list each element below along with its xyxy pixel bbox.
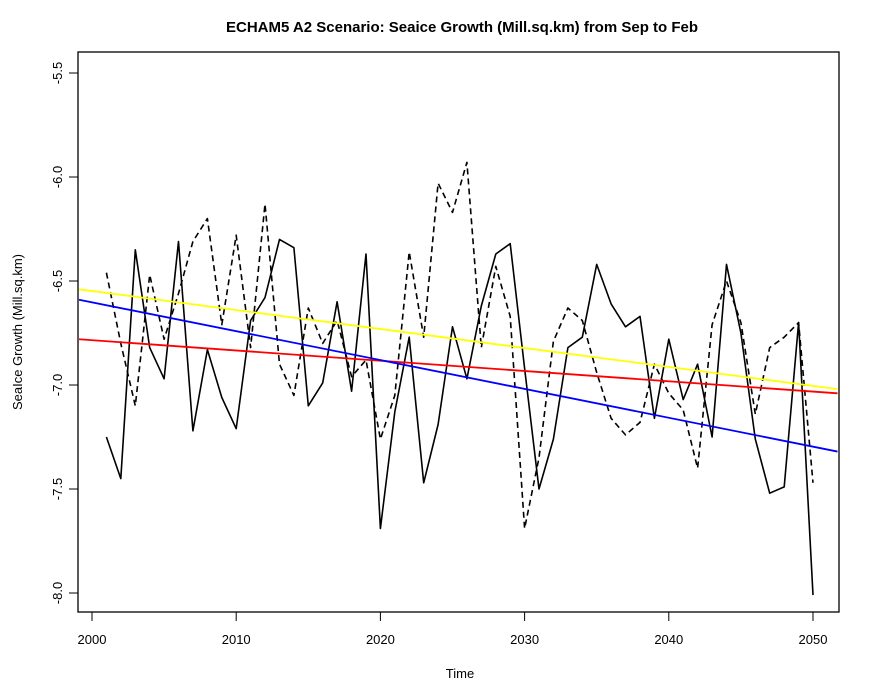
x-axis: 2000 2010 2020 2030 2040 2050: [78, 612, 828, 647]
y-tick-label: -7.5: [50, 478, 65, 500]
yellow-trend-line: [78, 288, 838, 391]
plot-frame: [77, 51, 840, 613]
y-tick-label: -8.0: [50, 582, 65, 604]
x-tick-label: 2050: [799, 632, 828, 647]
series-group: [78, 161, 838, 596]
red-trend-line: [78, 338, 838, 395]
chart-title: ECHAM5 A2 Scenario: Seaice Growth (Mill.…: [226, 19, 698, 36]
y-axis-label: SeaIce Growth (Mill.sq.km): [10, 254, 25, 410]
x-tick-label: 2000: [78, 632, 107, 647]
x-tick-label: 2040: [654, 632, 683, 647]
y-tick-label: -6.5: [50, 270, 65, 292]
series-line-dashed: [105, 161, 814, 530]
plot-area: [78, 161, 838, 596]
y-tick-label: -7.0: [50, 374, 65, 396]
x-tick-label: 2030: [510, 632, 539, 647]
x-tick-label: 2020: [366, 632, 395, 647]
x-tick-label: 2010: [222, 632, 251, 647]
y-tick-label: -6.0: [50, 166, 65, 188]
blue-trend-line: [78, 298, 838, 453]
x-axis-label: Time: [446, 666, 474, 681]
series-line-solid: [105, 238, 814, 596]
y-axis: -5.5 -6.0 -6.5 -7.0 -7.5 -8.0: [50, 62, 78, 604]
y-tick-label: -5.5: [50, 62, 65, 84]
